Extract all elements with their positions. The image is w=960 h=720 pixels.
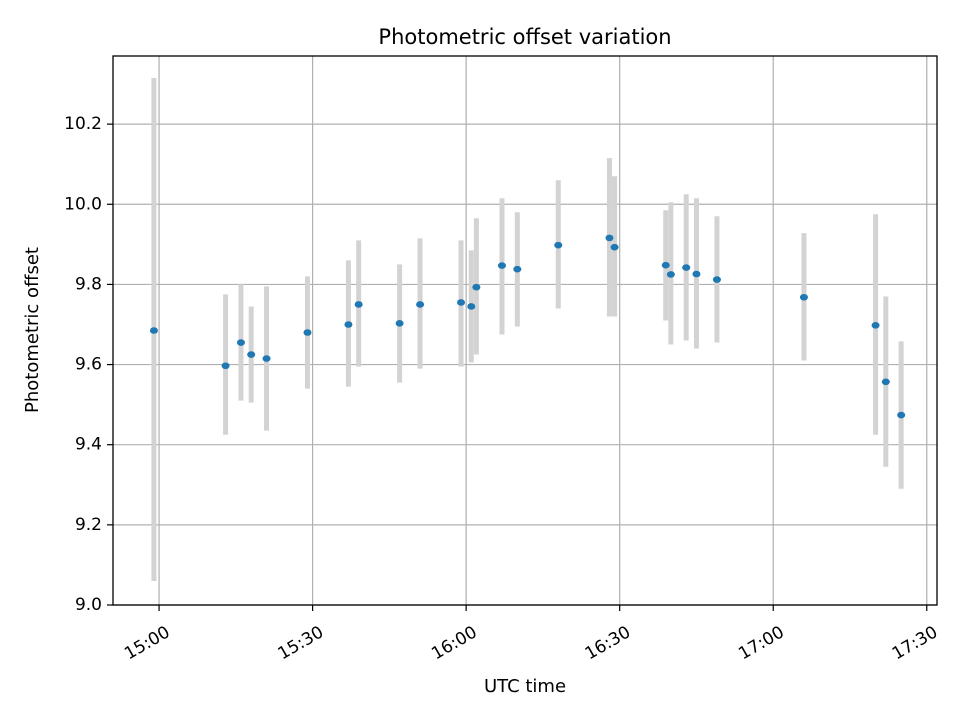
data-point [712, 276, 721, 283]
data-point [661, 261, 670, 269]
data-point [395, 319, 404, 327]
data-point [236, 339, 245, 346]
data-point [513, 265, 522, 273]
data-point [303, 329, 312, 336]
data-point [897, 411, 906, 419]
data-point [682, 264, 691, 271]
data-point [344, 321, 353, 328]
data-point [871, 321, 880, 329]
data-point [799, 293, 808, 301]
y-tick-label: 9.2 [75, 515, 102, 535]
data-point [554, 241, 563, 249]
data-point [221, 362, 230, 370]
data-points [149, 234, 906, 419]
data-point [666, 271, 675, 278]
data-point [457, 299, 466, 306]
data-point [416, 301, 425, 308]
chart-title: Photometric offset variation [378, 25, 671, 49]
data-point [247, 351, 256, 358]
y-axis-ticks: 9.0 9.2 9.4 9.6 9.8 10.0 10.2 [64, 114, 113, 615]
x-axis-title: UTC time [484, 676, 566, 697]
y-tick-label: 9.4 [75, 435, 102, 455]
data-point [472, 283, 481, 291]
data-point [605, 234, 614, 242]
y-axis-title: Photometric offset [22, 247, 43, 413]
y-tick-label: 9.0 [75, 595, 102, 615]
data-point [467, 303, 476, 310]
data-point [262, 355, 271, 362]
data-point [497, 262, 506, 269]
data-point [354, 301, 363, 308]
plot-frame [112, 55, 938, 606]
data-point [149, 327, 158, 334]
y-tick-label: 10.2 [64, 114, 102, 134]
y-tick-label: 9.8 [75, 274, 102, 294]
data-point [692, 270, 701, 278]
y-tick-label: 10.0 [64, 194, 102, 214]
data-point [881, 378, 890, 386]
grid-lines [113, 56, 937, 606]
y-tick-label: 9.6 [75, 355, 102, 375]
data-point [610, 243, 619, 251]
